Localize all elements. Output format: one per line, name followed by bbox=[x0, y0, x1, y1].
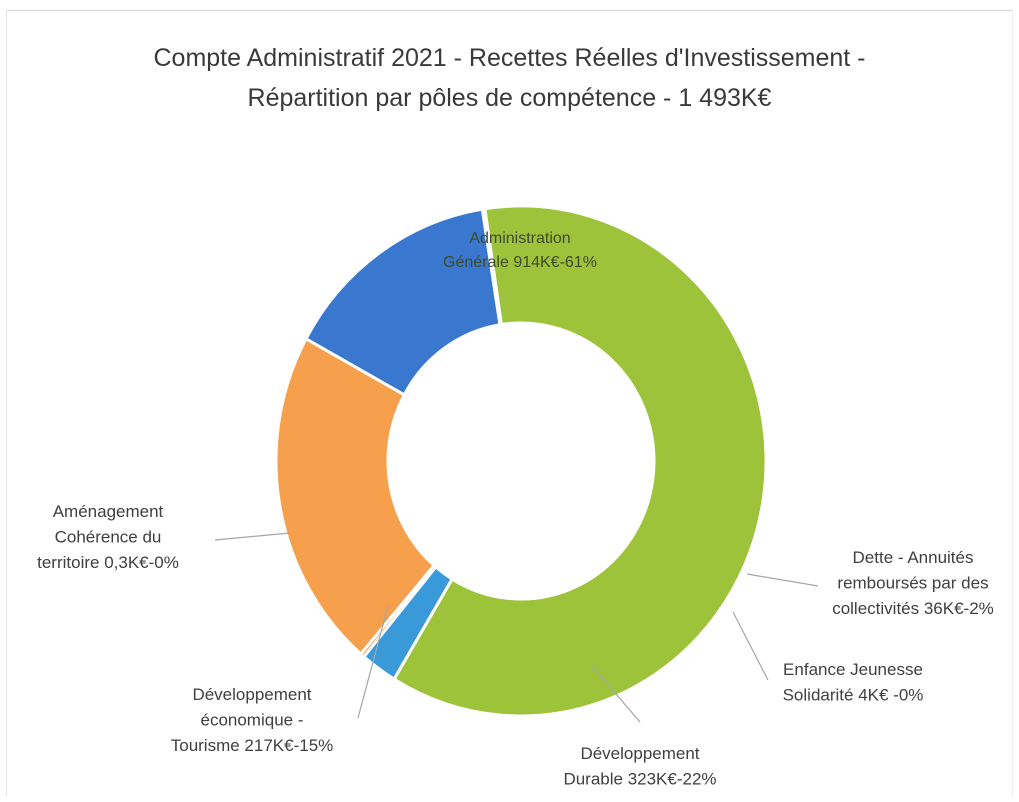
slice-label-4-line-2: Tourisme 217K€-15% bbox=[171, 736, 334, 755]
scan-edge-left bbox=[6, 10, 7, 796]
slice-5 bbox=[480, 207, 504, 327]
slice-label-4-line-0: Développement bbox=[192, 685, 311, 704]
slice-label-2-line-1: Solidarité 4K€ -0% bbox=[783, 686, 924, 705]
slice-labels: Administration Générale 914K€-61% Dette - … bbox=[37, 230, 994, 789]
slice-label-4-line-1: économique - bbox=[200, 711, 303, 730]
slice-label-1-line-0: Dette - Annuités bbox=[853, 548, 974, 567]
donut-slices bbox=[274, 204, 768, 718]
leader-line-3 bbox=[591, 665, 641, 723]
slice-label-2: Enfance Jeunesse Solidarité 4K€ -0% bbox=[783, 660, 924, 705]
slice-label-1-line-1: remboursés par des bbox=[837, 574, 988, 593]
leader-lines bbox=[214, 532, 819, 723]
slice-label-5-line-2: territoire 0,3K€-0% bbox=[37, 553, 179, 572]
slice-0 bbox=[392, 204, 768, 718]
scan-edge-top bbox=[6, 10, 1013, 11]
slice-label-0-line-1: Générale 914K€-61% bbox=[443, 254, 597, 271]
chart-title-line-2: Répartition par pôles de compétence - 1 … bbox=[247, 84, 772, 112]
slice-label-4: Développement économique - Tourisme 217K€-… bbox=[171, 685, 334, 755]
leader-line-4 bbox=[357, 605, 389, 719]
slice-label-1-line-2: collectivités 36K€-2% bbox=[832, 599, 994, 618]
leader-line-2 bbox=[732, 611, 769, 681]
slice-label-3-line-0: Développement bbox=[580, 744, 699, 763]
slice-label-5-line-0: Aménagement bbox=[53, 502, 164, 521]
slice-label-2-line-0: Enfance Jeunesse bbox=[783, 660, 923, 679]
leader-line-5 bbox=[214, 532, 291, 541]
slice-label-5-line-1: Cohérence du bbox=[55, 528, 162, 547]
slice-label-5: Aménagement Cohérence du territoire 0,3K€-… bbox=[37, 502, 179, 572]
chart-title-line-1: Compte Administratif 2021 - Recettes Rée… bbox=[153, 44, 866, 72]
slice-label-3-line-1: Durable 323K€-22% bbox=[563, 770, 716, 789]
slice-label-0-line-0: Administration bbox=[469, 230, 570, 247]
slice-4 bbox=[303, 207, 502, 397]
slice-label-1: Dette - Annuités remboursés par des collec… bbox=[832, 548, 994, 618]
chart-title: Compte Administratif 2021 - Recettes Rée… bbox=[0, 38, 1019, 118]
slice-3 bbox=[274, 336, 437, 657]
leader-line-1 bbox=[746, 573, 819, 587]
scan-edge-right bbox=[1012, 10, 1013, 796]
slice-label-3: Développement Durable 323K€-22% bbox=[563, 744, 716, 789]
slice-label-0: Administration Générale 914K€-61% bbox=[443, 230, 597, 271]
